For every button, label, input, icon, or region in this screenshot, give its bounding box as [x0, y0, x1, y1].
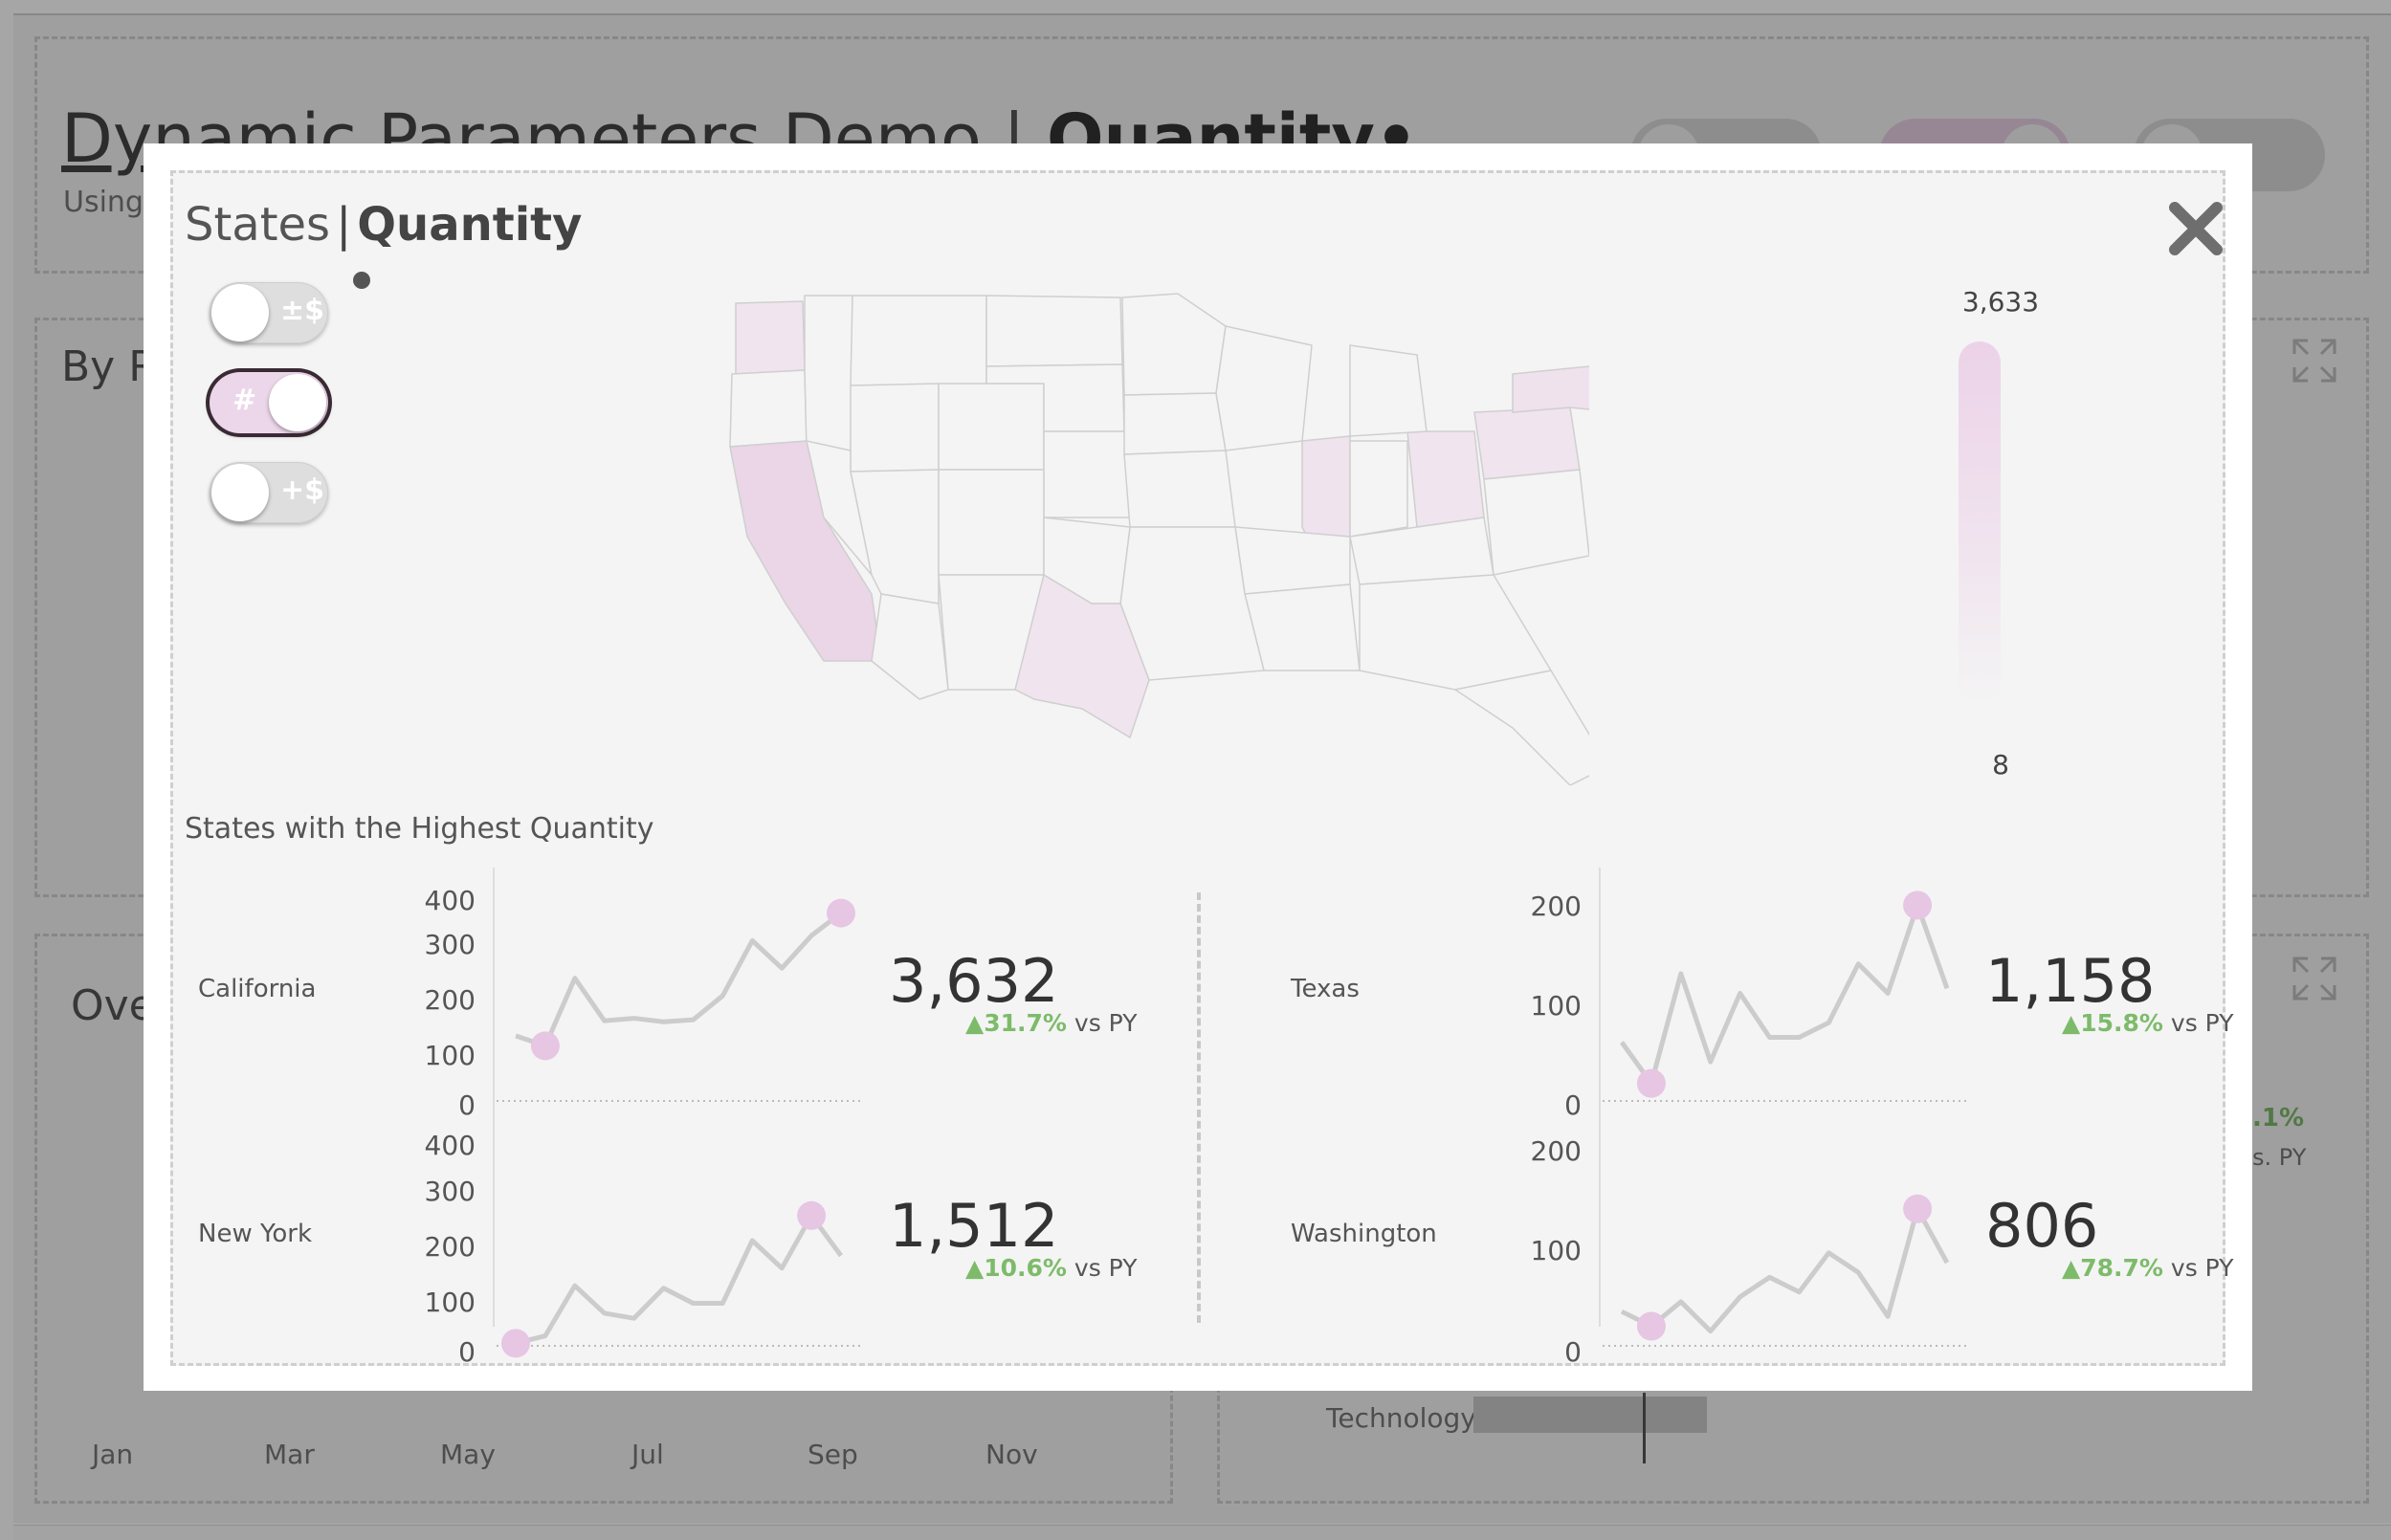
y-tick: 200 — [1530, 891, 1582, 922]
change-vs-py: ▲15.8% vs PY — [2062, 1009, 2233, 1037]
toggle-glyph: # — [232, 384, 257, 417]
toggle-knob — [269, 374, 326, 431]
column-divider — [1197, 892, 1201, 1323]
sparkline-washington[interactable] — [1603, 1126, 1985, 1355]
sparkline-new-york[interactable] — [497, 1126, 879, 1358]
bg-change-value: .1% — [2252, 1104, 2305, 1133]
max-point-marker[interactable] — [1903, 1194, 1933, 1223]
change-vs-py: ▲10.6% vs PY — [965, 1254, 1137, 1282]
month-label: Sep — [808, 1439, 858, 1470]
modal-title: States | Quantity — [185, 198, 582, 252]
y-tick: 0 — [1564, 1089, 1582, 1121]
change-suffix: vs PY — [1066, 1009, 1138, 1037]
min-point-marker[interactable] — [1636, 1311, 1666, 1341]
modal-title-prefix: States — [185, 198, 331, 252]
y-tick: 200 — [1530, 1135, 1582, 1167]
change-percent: ▲78.7% — [2062, 1254, 2163, 1282]
y-axis-line — [1599, 868, 1601, 1327]
expand-icon[interactable] — [2291, 337, 2338, 385]
y-tick: 300 — [424, 1176, 476, 1207]
month-label: May — [440, 1439, 496, 1470]
y-tick: 0 — [458, 1336, 476, 1368]
category-label: Technology — [1326, 1402, 1476, 1434]
y-tick: 200 — [424, 1231, 476, 1263]
toggle-quantity[interactable]: # — [210, 372, 328, 433]
state-total-value: 806 — [1985, 1191, 2099, 1261]
color-legend-bar — [1959, 341, 2001, 705]
y-tick: 400 — [424, 1130, 476, 1161]
change-percent: ▲10.6% — [965, 1254, 1067, 1282]
toggle-glyph: +$ — [280, 473, 325, 507]
toggle-profit[interactable]: +$ — [210, 462, 328, 523]
state-total-value: 3,632 — [889, 946, 1059, 1016]
toggle-sales-change[interactable]: ±$ — [210, 282, 328, 343]
y-tick: 100 — [424, 1040, 476, 1071]
min-point-marker[interactable] — [501, 1329, 530, 1358]
series-line — [515, 1213, 844, 1346]
parameter-dot — [353, 272, 370, 289]
state-name-california: California — [198, 975, 317, 1003]
change-percent: ▲31.7% — [965, 1009, 1067, 1037]
states-modal: States | Quantity ±$ # +$ — [144, 143, 2252, 1391]
series-line — [1619, 902, 1950, 1087]
series-line — [515, 911, 843, 1048]
modal-content: States | Quantity ±$ # +$ — [170, 170, 2233, 1368]
y-tick: 200 — [424, 984, 476, 1016]
state-total-value: 1,158 — [1985, 946, 2156, 1016]
change-vs-py: ▲31.7% vs PY — [965, 1009, 1137, 1037]
overview-panel-title: Ove — [71, 981, 155, 1030]
toggle-knob — [211, 464, 269, 521]
y-axis-line — [493, 868, 495, 1327]
region-panel-title: By R — [61, 342, 158, 391]
month-label: Nov — [985, 1439, 1038, 1470]
y-tick: 0 — [458, 1089, 476, 1121]
y-tick: 100 — [1530, 990, 1582, 1022]
legend-min-label: 8 — [1992, 749, 2009, 781]
state-name-texas: Texas — [1291, 975, 1360, 1003]
change-suffix: vs PY — [2162, 1254, 2234, 1282]
modal-title-metric: Quantity — [357, 198, 583, 252]
section-title: States with the Highest Quantity — [185, 812, 654, 846]
sparkline-california[interactable] — [497, 881, 879, 1111]
dashboard-subtitle: Using — [63, 186, 144, 219]
sparkline-texas[interactable] — [1603, 881, 1985, 1111]
month-label: Jan — [92, 1439, 134, 1470]
min-point-marker[interactable] — [530, 1031, 560, 1061]
toggle-glyph: ±$ — [280, 294, 325, 327]
expand-icon[interactable] — [2291, 955, 2338, 1002]
month-label: Jul — [631, 1439, 664, 1470]
change-suffix: vs PY — [2162, 1009, 2234, 1037]
us-states-map[interactable] — [728, 288, 1589, 785]
bg-change-suffix: s. PY — [2252, 1144, 2307, 1171]
change-vs-py: ▲78.7% vs PY — [2062, 1254, 2233, 1282]
category-bar — [1473, 1397, 1707, 1433]
state-total-value: 1,512 — [889, 1191, 1059, 1261]
month-label: Mar — [264, 1439, 315, 1470]
y-tick: 100 — [1530, 1235, 1582, 1266]
state-name-washington: Washington — [1291, 1220, 1437, 1248]
state-name-new-york: New York — [198, 1220, 313, 1248]
status-bar — [13, 1525, 2391, 1540]
category-axis — [1643, 1393, 1646, 1463]
min-point-marker[interactable] — [1636, 1068, 1666, 1098]
y-tick: 0 — [1564, 1336, 1582, 1368]
change-suffix: vs PY — [1066, 1254, 1138, 1282]
y-tick: 300 — [424, 929, 476, 960]
series-line — [1620, 1206, 1950, 1334]
max-point-marker[interactable] — [1903, 891, 1933, 920]
max-point-marker[interactable] — [827, 898, 855, 928]
toggle-knob — [211, 284, 269, 341]
change-percent: ▲15.8% — [2062, 1009, 2163, 1037]
y-tick: 400 — [424, 885, 476, 916]
legend-max-label: 3,633 — [1961, 286, 2040, 318]
max-point-marker[interactable] — [797, 1200, 827, 1230]
close-x-icon[interactable] — [2167, 200, 2225, 257]
modal-title-separator: | — [336, 198, 352, 252]
y-tick: 100 — [424, 1287, 476, 1318]
